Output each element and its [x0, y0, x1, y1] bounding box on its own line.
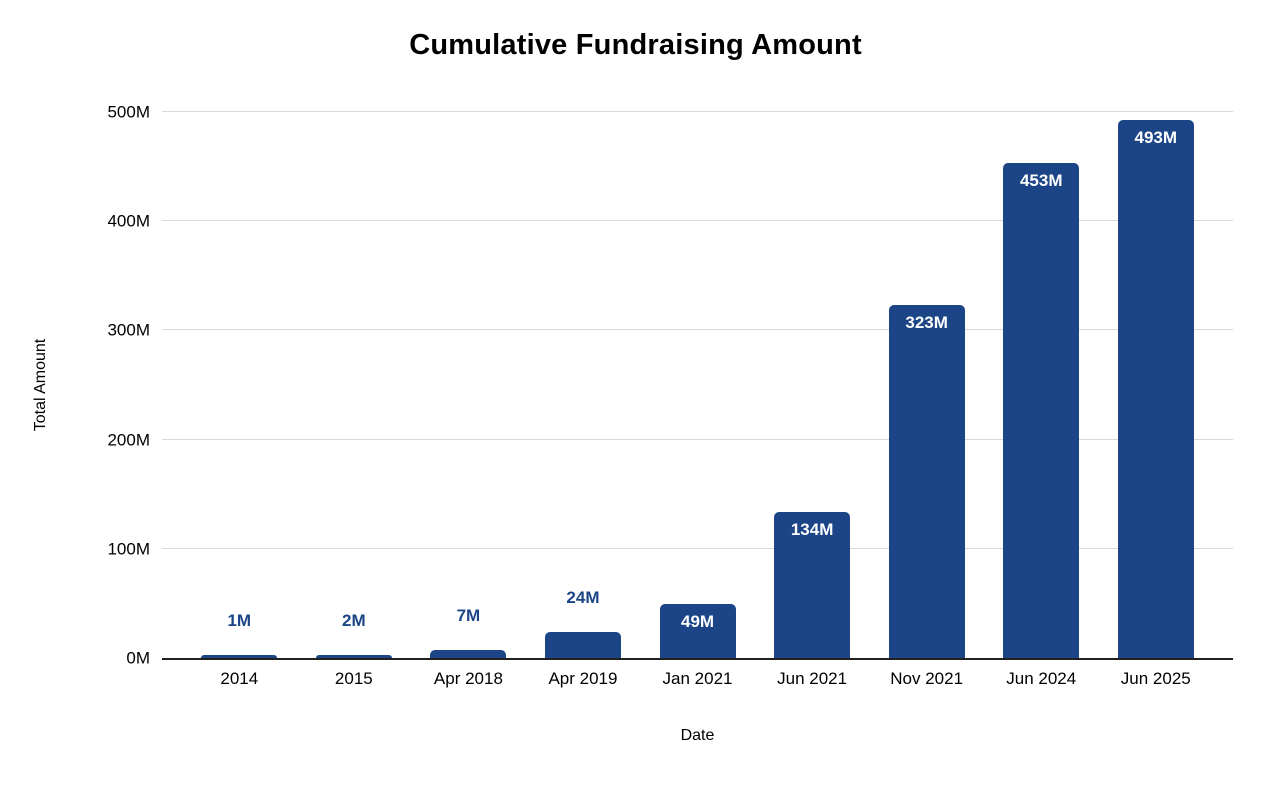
bar-slot: 7M: [411, 112, 526, 658]
x-tick-label: 2015: [334, 669, 373, 688]
chart-title: Cumulative Fundraising Amount: [409, 29, 862, 61]
y-axis-ticks: 0M 100M 200M 300M 400M 500M: [40, 104, 150, 667]
x-tick-label: Jun 2021: [777, 669, 848, 688]
bar-slot: 134M: [755, 112, 870, 658]
bar-slot: 453M: [984, 112, 1099, 658]
y-tick-label: 200M: [107, 430, 150, 450]
gridline: [162, 111, 1233, 112]
bar-slot: 323M: [869, 112, 984, 658]
x-tick-label: Apr 2018: [433, 669, 503, 688]
bar-jun-2024: [1003, 163, 1080, 658]
bar-jun-2021: [774, 512, 851, 658]
bar-value-label: 24M: [566, 588, 600, 607]
y-tick-label: 500M: [107, 102, 150, 122]
x-axis-ticks: 2014 2015 Apr 2018 Apr 2019 Jan 2021 Jun 2021…: [162, 669, 1233, 689]
bar-value-label: 1M: [227, 611, 252, 630]
plot-area: 1M 2M 7M 24M 49M 134M 323M 453M 493M: [162, 111, 1233, 660]
bar-nov-2021: [888, 305, 965, 658]
bar-2014: [201, 655, 278, 658]
gridline: [162, 438, 1233, 440]
x-tick-label: Jun 2024: [1006, 669, 1077, 688]
bar-value-label: 453M: [1019, 171, 1063, 190]
bar-slot: 24M: [526, 112, 641, 658]
y-tick-label: 300M: [107, 320, 150, 340]
bar-value-label: 493M: [1134, 128, 1178, 147]
bar-value-label: 2M: [342, 611, 366, 630]
x-axis-title: Date: [680, 727, 715, 744]
y-tick-label: 100M: [107, 539, 150, 559]
bar-2015: [315, 655, 392, 658]
x-tick-label: Nov 2021: [890, 669, 964, 688]
bar-slot: 493M: [1099, 112, 1214, 658]
gridline: [162, 220, 1233, 222]
y-tick-label: 400M: [107, 211, 150, 231]
bar-value-label: 7M: [456, 606, 481, 625]
bar-slot: 49M: [640, 112, 755, 658]
x-tick-label: Apr 2019: [548, 669, 618, 688]
bar-value-label: 49M: [680, 612, 715, 631]
bar-slot: 2M: [297, 112, 412, 658]
bar-value-label: 323M: [905, 313, 948, 332]
bar-apr-2018: [430, 650, 507, 658]
x-tick-label: Jun 2025: [1120, 669, 1191, 688]
bar-jan-2021: [659, 604, 736, 658]
bars-layer: 1M 2M 7M 24M 49M 134M 323M 453M 493M: [162, 112, 1233, 658]
x-tick-label: Jan 2021: [662, 669, 733, 688]
x-tick-label: 2014: [220, 669, 259, 688]
bar-apr-2019: [544, 632, 621, 658]
gridline: [162, 329, 1233, 331]
gridline: [162, 547, 1233, 549]
bar-slot: 1M: [182, 112, 297, 658]
bar-value-label: 134M: [790, 520, 834, 539]
bar-jun-2025: [1117, 120, 1194, 658]
y-tick-label: 0M: [126, 648, 150, 668]
